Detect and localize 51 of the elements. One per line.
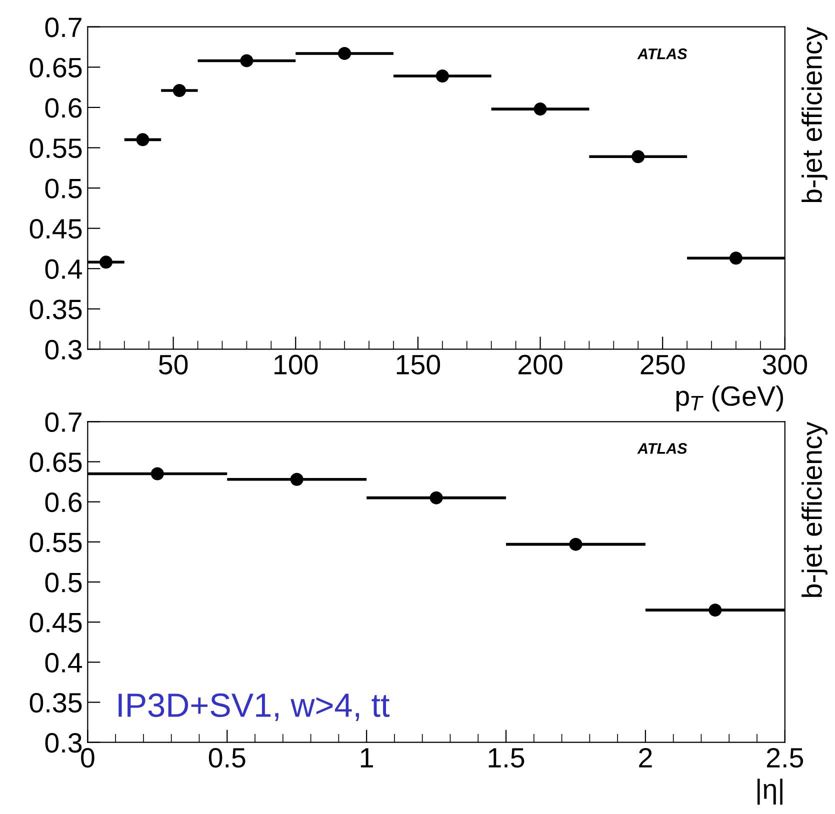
point — [100, 256, 113, 269]
x-tick-label: 250 — [640, 354, 685, 374]
x-tick-label: 1.5 — [488, 748, 524, 768]
x-tick-label: 50 — [158, 354, 188, 374]
point — [708, 604, 722, 617]
point — [172, 84, 186, 98]
y-tick-label: 0.55 — [30, 532, 82, 552]
annotation: ATLAS — [637, 48, 688, 60]
point — [430, 491, 443, 504]
point — [338, 46, 352, 60]
y-tick-label: 0.55 — [30, 138, 82, 158]
x-tick-label: 2 — [639, 748, 652, 768]
point — [534, 102, 547, 116]
x-tick-label: 100 — [274, 354, 318, 374]
point — [150, 467, 164, 480]
point — [729, 252, 742, 265]
y-tick-label: 0.5 — [45, 178, 82, 198]
point — [290, 472, 304, 486]
x-tick-label: 300 — [762, 354, 807, 374]
x-tick-label: 0.5 — [208, 748, 246, 768]
y-tick-label: 0.3 — [45, 340, 82, 360]
y-tick-label: 0.35 — [30, 300, 82, 320]
point — [632, 150, 645, 164]
annotation: IP3D+SV1, w>4, tt — [118, 693, 390, 721]
y-tick-label: 0.35 — [30, 692, 82, 713]
y-tick-label: 0.3 — [45, 733, 82, 753]
x-axis-title: |η| — [758, 778, 782, 805]
y-tick-label: 0.45 — [30, 612, 82, 632]
point — [569, 538, 582, 551]
y-tick-label: 0.6 — [45, 98, 82, 118]
y-axis-title: b-jet efficiency — [802, 26, 828, 202]
point — [136, 133, 150, 146]
x-axis-title: p$_{T}$ (GeV) — [676, 386, 784, 412]
annotation: ATLAS — [637, 443, 688, 454]
x-tick-label: 0 — [81, 748, 94, 768]
y-tick-label: 0.4 — [45, 652, 82, 673]
y-tick-label: 0.7 — [45, 412, 82, 432]
y-axis-title: b-jet efficiency — [802, 422, 828, 597]
x-tick-label: 200 — [518, 354, 562, 374]
y-tick-label: 0.65 — [30, 452, 82, 472]
point — [240, 54, 254, 68]
x-tick-label: 1 — [360, 748, 373, 768]
y-tick-label: 0.65 — [30, 58, 82, 78]
y-tick-label: 0.5 — [45, 572, 82, 592]
point — [436, 70, 449, 83]
y-tick-label: 0.6 — [45, 492, 82, 512]
y-tick-label: 0.7 — [45, 18, 82, 38]
y-tick-label: 0.4 — [45, 259, 82, 279]
x-tick-label: 2.5 — [766, 748, 804, 768]
x-tick-label: 150 — [396, 354, 440, 374]
y-tick-label: 0.45 — [30, 218, 82, 239]
